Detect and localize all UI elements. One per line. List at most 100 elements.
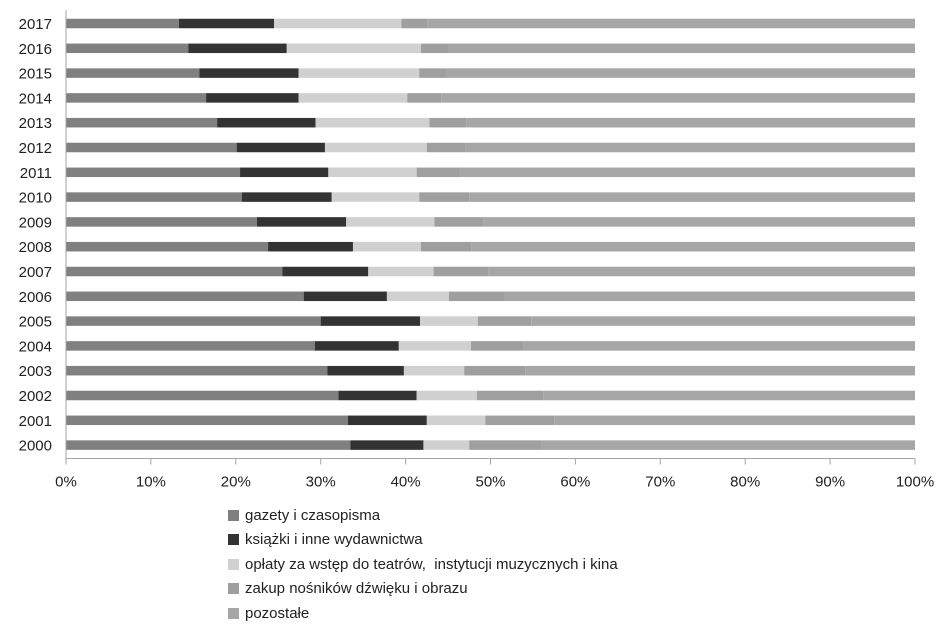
- bar-segment-2003-series-1: [327, 365, 404, 376]
- y-tick-label: 2003: [19, 363, 52, 380]
- legend-item: zakup nośników dźwięku i obrazu: [228, 577, 618, 602]
- bar-segment-2008-series-0: [66, 241, 269, 252]
- bar-segment-2009-series-3: [434, 217, 484, 227]
- bar-segment-2003-series-4: [525, 365, 915, 376]
- bar-segment-2008-series-2: [352, 241, 421, 252]
- bar-segment-2014-series-2: [298, 93, 408, 103]
- bar-segment-2008-series-4: [471, 241, 915, 252]
- legend-swatch: [228, 583, 239, 595]
- bar-segment-2017-series-0: [66, 18, 179, 29]
- bar-segment-2007-series-2: [368, 266, 434, 277]
- bar-segment-2005-series-2: [420, 316, 478, 326]
- bar-segment-2016-series-2: [286, 43, 421, 54]
- legend-swatch: [228, 607, 239, 619]
- bar-segment-2007-series-4: [488, 266, 915, 277]
- bar-segment-2003-series-0: [66, 365, 328, 376]
- bar-segment-2004-series-4: [523, 341, 915, 351]
- bar-segment-2001-series-1: [347, 415, 427, 426]
- legend-label: zakup nośników dźwięku i obrazu: [245, 580, 468, 598]
- x-tick-label: 40%: [391, 474, 421, 491]
- y-tick-label: 2016: [19, 41, 52, 58]
- bar-segment-2008-series-3: [420, 241, 472, 252]
- bar-segment-2010-series-3: [419, 192, 470, 202]
- bar-segment-2000-series-3: [469, 440, 542, 450]
- y-tick-label: 2007: [19, 264, 52, 281]
- x-tick-label: 30%: [306, 474, 336, 491]
- y-tick-label: 2015: [19, 66, 52, 83]
- y-tick-label: 2011: [20, 165, 52, 182]
- bar-segment-2007-series-3: [433, 266, 489, 277]
- bar-segment-2009-series-4: [483, 217, 915, 227]
- x-tick-label: 60%: [560, 474, 590, 491]
- x-tick-label: 20%: [221, 474, 251, 491]
- bar-segment-2008-series-1: [268, 241, 353, 252]
- bar-segment-2015-series-2: [298, 68, 420, 78]
- y-tick-label: 2004: [19, 338, 52, 355]
- y-tick-label: 2012: [19, 140, 52, 157]
- bar-segment-2016-series-3: [420, 43, 449, 54]
- x-tick-label: 50%: [475, 474, 505, 491]
- bar-segment-2006-series-4: [504, 291, 915, 302]
- bar-segment-2010-series-1: [241, 192, 332, 202]
- bar-segment-2015-series-3: [419, 68, 446, 78]
- bar-segment-2006-series-3: [448, 291, 505, 302]
- bar-segment-2003-series-3: [464, 365, 526, 376]
- bar-segment-2001-series-0: [66, 415, 348, 426]
- bar-segment-2007-series-0: [66, 266, 283, 277]
- x-tick-label: 100%: [896, 474, 934, 491]
- bar-segment-2013-series-4: [466, 117, 915, 128]
- bar-segment-2016-series-4: [448, 43, 915, 54]
- bar-segment-2013-series-3: [429, 117, 467, 128]
- bar-segment-2009-series-1: [257, 217, 347, 227]
- bar-segment-2014-series-1: [206, 93, 299, 103]
- bar-segment-2003-series-2: [403, 365, 465, 376]
- bar-segment-2004-series-2: [398, 341, 471, 351]
- bar-segment-2016-series-0: [66, 43, 189, 54]
- bar-segment-2012-series-0: [66, 142, 237, 153]
- bar-segment-2005-series-1: [320, 316, 421, 326]
- bar-segment-2000-series-2: [423, 440, 470, 450]
- y-tick-label: 2002: [19, 388, 52, 405]
- bar-segment-2010-series-2: [331, 192, 420, 202]
- bar-segment-2014-series-3: [407, 93, 442, 103]
- y-tick-label: 2001: [19, 413, 52, 430]
- legend-item: książki i inne wydawnictwa: [228, 528, 618, 553]
- bar-segment-2015-series-0: [66, 68, 200, 78]
- bar-segment-2017-series-3: [401, 18, 428, 29]
- bar-segment-2009-series-2: [346, 217, 435, 227]
- y-tick-label: 2010: [19, 190, 52, 207]
- bar-segment-2015-series-1: [199, 68, 299, 78]
- bar-segment-2017-series-2: [274, 18, 402, 29]
- bar-segment-2000-series-4: [541, 440, 915, 450]
- bar-segment-2006-series-1: [303, 291, 387, 302]
- bar-segment-2014-series-4: [441, 93, 915, 103]
- y-tick-label: 2006: [19, 289, 52, 306]
- bar-segment-2011-series-1: [240, 167, 329, 178]
- bar-segment-2013-series-1: [217, 117, 316, 128]
- bar-segment-2015-series-4: [445, 68, 915, 78]
- bar-segment-2001-series-2: [426, 415, 486, 426]
- bar-segment-2005-series-3: [477, 316, 532, 326]
- bar-segment-2002-series-0: [66, 390, 339, 401]
- x-tick-label: 90%: [815, 474, 845, 491]
- bar-segment-2006-series-2: [386, 291, 449, 302]
- bar-segment-2012-series-1: [236, 142, 325, 153]
- bar-segment-2010-series-4: [469, 192, 915, 202]
- bar-segment-2011-series-2: [328, 167, 417, 178]
- bar-segment-2011-series-4: [459, 167, 915, 178]
- legend-item: pozostałe: [228, 601, 618, 626]
- bar-segment-2012-series-4: [465, 142, 915, 153]
- y-tick-label: 2014: [19, 90, 52, 107]
- y-tick-label: 2017: [19, 16, 52, 33]
- legend-item: opłaty za wstęp do teatrów, instytucji m…: [228, 552, 618, 577]
- bar-segment-2001-series-3: [485, 415, 555, 426]
- legend-label: opłaty za wstęp do teatrów, instytucji m…: [245, 555, 618, 573]
- bar-segment-2012-series-2: [324, 142, 427, 153]
- bar-segment-2016-series-1: [188, 43, 287, 54]
- x-tick-label: 10%: [136, 474, 166, 491]
- bar-segment-2013-series-2: [315, 117, 430, 128]
- bar-segment-2002-series-3: [476, 390, 544, 401]
- legend-swatch: [228, 509, 239, 521]
- bar-segment-2002-series-2: [416, 390, 477, 401]
- x-tick-label: 0%: [55, 474, 77, 491]
